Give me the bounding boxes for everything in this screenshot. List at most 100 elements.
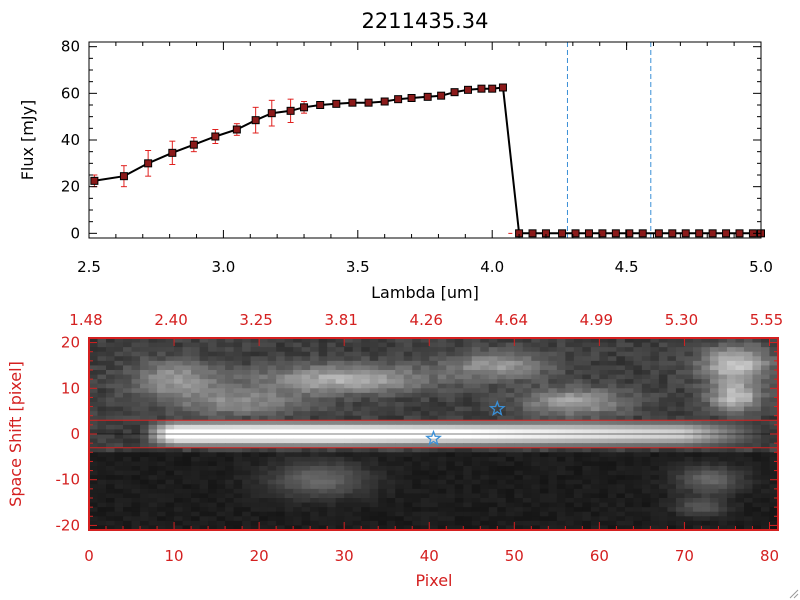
image-pixel xyxy=(216,434,226,440)
image-pixel xyxy=(327,370,337,376)
image-pixel xyxy=(684,466,694,472)
image-pixel xyxy=(709,493,720,499)
image-pixel xyxy=(250,470,260,476)
image-pixel xyxy=(480,342,490,348)
image-pixel xyxy=(361,525,371,531)
image-pixel xyxy=(199,388,209,394)
image-pixel xyxy=(225,434,235,440)
image-pixel xyxy=(650,338,660,344)
image-pixel xyxy=(420,484,430,490)
image-pixel xyxy=(641,484,652,490)
image-pixel xyxy=(199,461,209,467)
image-pixel xyxy=(743,488,754,495)
image-pixel xyxy=(514,374,524,380)
image-pixel xyxy=(692,406,703,412)
image-pixel xyxy=(369,342,379,348)
image-pixel xyxy=(752,493,762,499)
image-pixel xyxy=(242,342,252,348)
image-pixel xyxy=(675,434,686,440)
resize-grip-icon[interactable] xyxy=(789,589,799,599)
image-pixel xyxy=(352,370,362,376)
image-pixel xyxy=(97,383,107,389)
image-pixel xyxy=(284,511,294,517)
image-pixel xyxy=(199,415,209,421)
image-pixel xyxy=(437,370,447,376)
image-pixel xyxy=(378,475,388,481)
image-pixel xyxy=(684,383,694,389)
flux-data-point xyxy=(168,148,177,157)
image-pixel xyxy=(267,434,277,440)
image-pixel xyxy=(769,347,779,353)
image-pixel xyxy=(420,388,430,394)
image-pixel xyxy=(157,383,167,389)
image-pixel xyxy=(463,466,473,472)
image-pixel xyxy=(743,388,754,394)
image-pixel xyxy=(675,383,686,389)
image-pixel xyxy=(582,493,592,499)
image-pixel xyxy=(225,351,235,357)
image-pixel xyxy=(607,507,617,513)
image-pixel xyxy=(267,493,277,499)
image-pixel xyxy=(225,429,235,435)
image-pixel xyxy=(454,429,464,435)
image-pixel xyxy=(182,520,192,527)
image-pixel xyxy=(335,406,345,412)
image-pixel xyxy=(471,502,481,508)
image-pixel xyxy=(684,475,694,481)
image-pixel xyxy=(131,443,141,449)
image-pixel xyxy=(327,392,337,399)
image-pixel xyxy=(233,511,243,517)
image-pixel xyxy=(692,429,703,435)
image-pixel xyxy=(573,379,583,385)
image-pixel xyxy=(327,429,337,435)
image-pixel xyxy=(276,479,286,485)
image-pixel xyxy=(760,520,771,527)
image-pixel xyxy=(191,379,201,385)
image-pixel xyxy=(675,452,686,458)
image-pixel xyxy=(301,498,311,504)
image-pixel xyxy=(607,365,617,371)
image-pixel xyxy=(692,402,703,408)
image-pixel xyxy=(199,502,209,508)
image-pixel xyxy=(769,479,779,485)
image-pixel xyxy=(276,342,286,348)
image-pixel xyxy=(216,347,226,353)
image-pixel xyxy=(157,415,167,421)
image-pixel xyxy=(497,397,507,403)
image-pixel xyxy=(352,479,362,485)
image-pixel xyxy=(276,392,286,399)
image-pixel xyxy=(208,388,218,394)
image-pixel xyxy=(539,379,549,385)
image-pixel xyxy=(361,502,371,508)
image-pixel xyxy=(148,365,158,371)
image-pixel xyxy=(718,456,728,463)
image-pixel xyxy=(718,411,728,417)
image-pixel xyxy=(471,424,481,431)
image-pixel xyxy=(650,406,660,412)
image-pixel xyxy=(573,493,583,499)
image-pixel xyxy=(556,470,566,476)
image-pixel xyxy=(718,388,728,394)
image-pixel xyxy=(743,429,754,435)
image-pixel xyxy=(573,406,583,412)
image-pixel xyxy=(216,424,226,431)
image-pixel xyxy=(276,484,286,490)
image-pixel xyxy=(522,397,532,403)
image-pixel xyxy=(709,420,720,426)
image-pixel xyxy=(709,347,720,353)
image-pixel xyxy=(140,392,150,399)
image-pixel xyxy=(463,456,473,463)
image-pixel xyxy=(276,516,286,522)
image-pixel xyxy=(437,365,447,371)
image-pixel xyxy=(735,479,745,485)
image-pixel xyxy=(548,498,558,504)
image-pixel xyxy=(318,525,328,531)
image-pixel xyxy=(650,502,660,508)
image-pixel xyxy=(335,470,345,476)
image-pixel xyxy=(310,434,320,440)
image-pixel xyxy=(429,466,439,472)
image-pixel xyxy=(616,424,626,431)
image-pixel xyxy=(565,516,575,522)
image-pixel xyxy=(148,374,158,380)
image-pixel xyxy=(276,402,286,408)
